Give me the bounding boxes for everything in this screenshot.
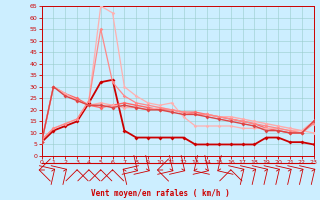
Text: Vent moyen/en rafales ( km/h ): Vent moyen/en rafales ( km/h ) xyxy=(91,189,229,198)
